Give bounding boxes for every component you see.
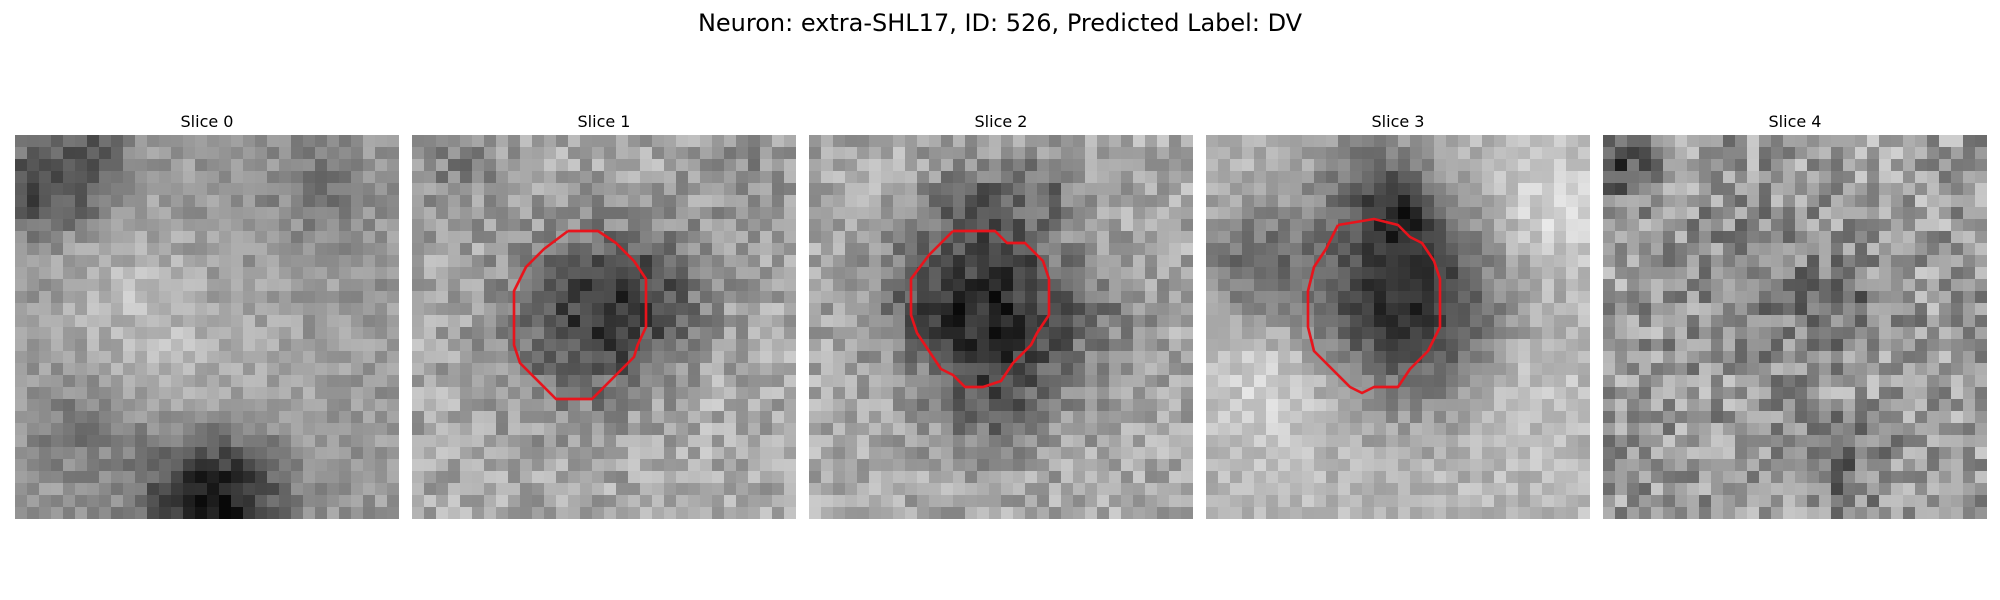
slice-2-title: Slice 2 bbox=[974, 112, 1028, 131]
slice-3-image bbox=[1206, 135, 1590, 519]
slice-4-image bbox=[1603, 135, 1987, 519]
figure-title: Neuron: extra-SHL17, ID: 526, Predicted … bbox=[697, 9, 1303, 37]
neuron-contour bbox=[1306, 217, 1442, 395]
slice-1-title: Slice 1 bbox=[577, 112, 631, 131]
slice-1-image bbox=[412, 135, 796, 519]
slice-4-title: Slice 4 bbox=[1768, 112, 1822, 131]
neuron-contour bbox=[512, 229, 648, 401]
slice-0-title: Slice 0 bbox=[180, 112, 234, 131]
slice-panel-3: Slice 3 bbox=[1206, 112, 1590, 522]
slice-panel-1: Slice 1 bbox=[412, 112, 796, 522]
slice-panel-0: Slice 0 bbox=[15, 112, 399, 522]
neuron-contour bbox=[909, 229, 1051, 389]
slice-panel-2: Slice 2 bbox=[809, 112, 1193, 522]
slice-2-image bbox=[809, 135, 1193, 519]
slice-0-image bbox=[15, 135, 399, 519]
slice-panel-4: Slice 4 bbox=[1603, 112, 1987, 522]
slice-3-title: Slice 3 bbox=[1371, 112, 1425, 131]
